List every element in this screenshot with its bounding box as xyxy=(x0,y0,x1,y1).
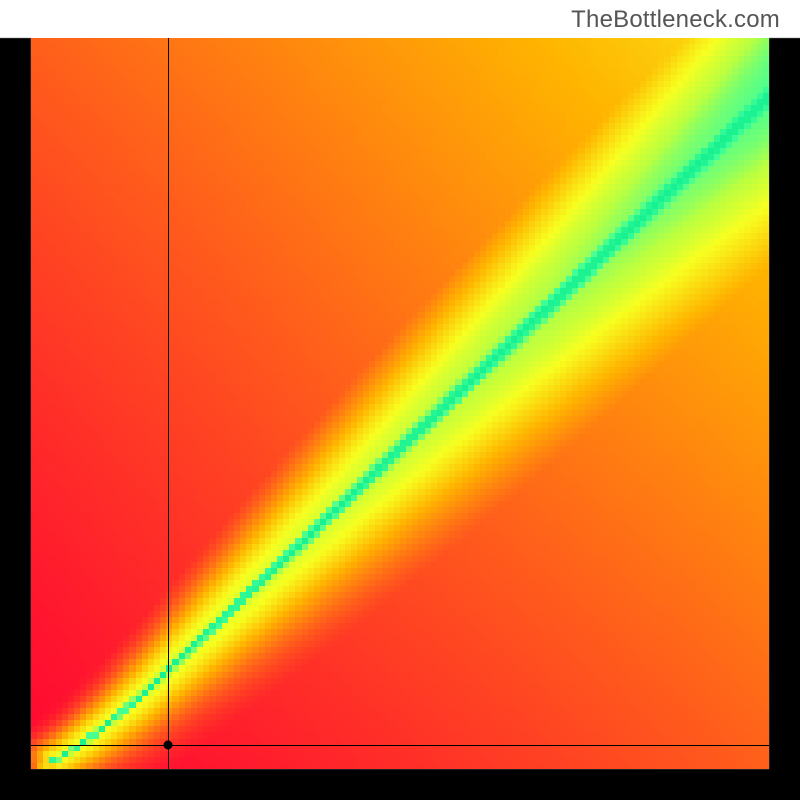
heatmap-canvas xyxy=(31,38,769,769)
crosshair-horizontal xyxy=(31,745,769,746)
plot-marker-dot xyxy=(163,740,172,749)
watermark-text: TheBottleneck.com xyxy=(571,6,780,34)
heatmap-plot xyxy=(31,38,769,769)
chart-container: TheBottleneck.com xyxy=(0,0,800,800)
crosshair-vertical xyxy=(168,38,169,769)
